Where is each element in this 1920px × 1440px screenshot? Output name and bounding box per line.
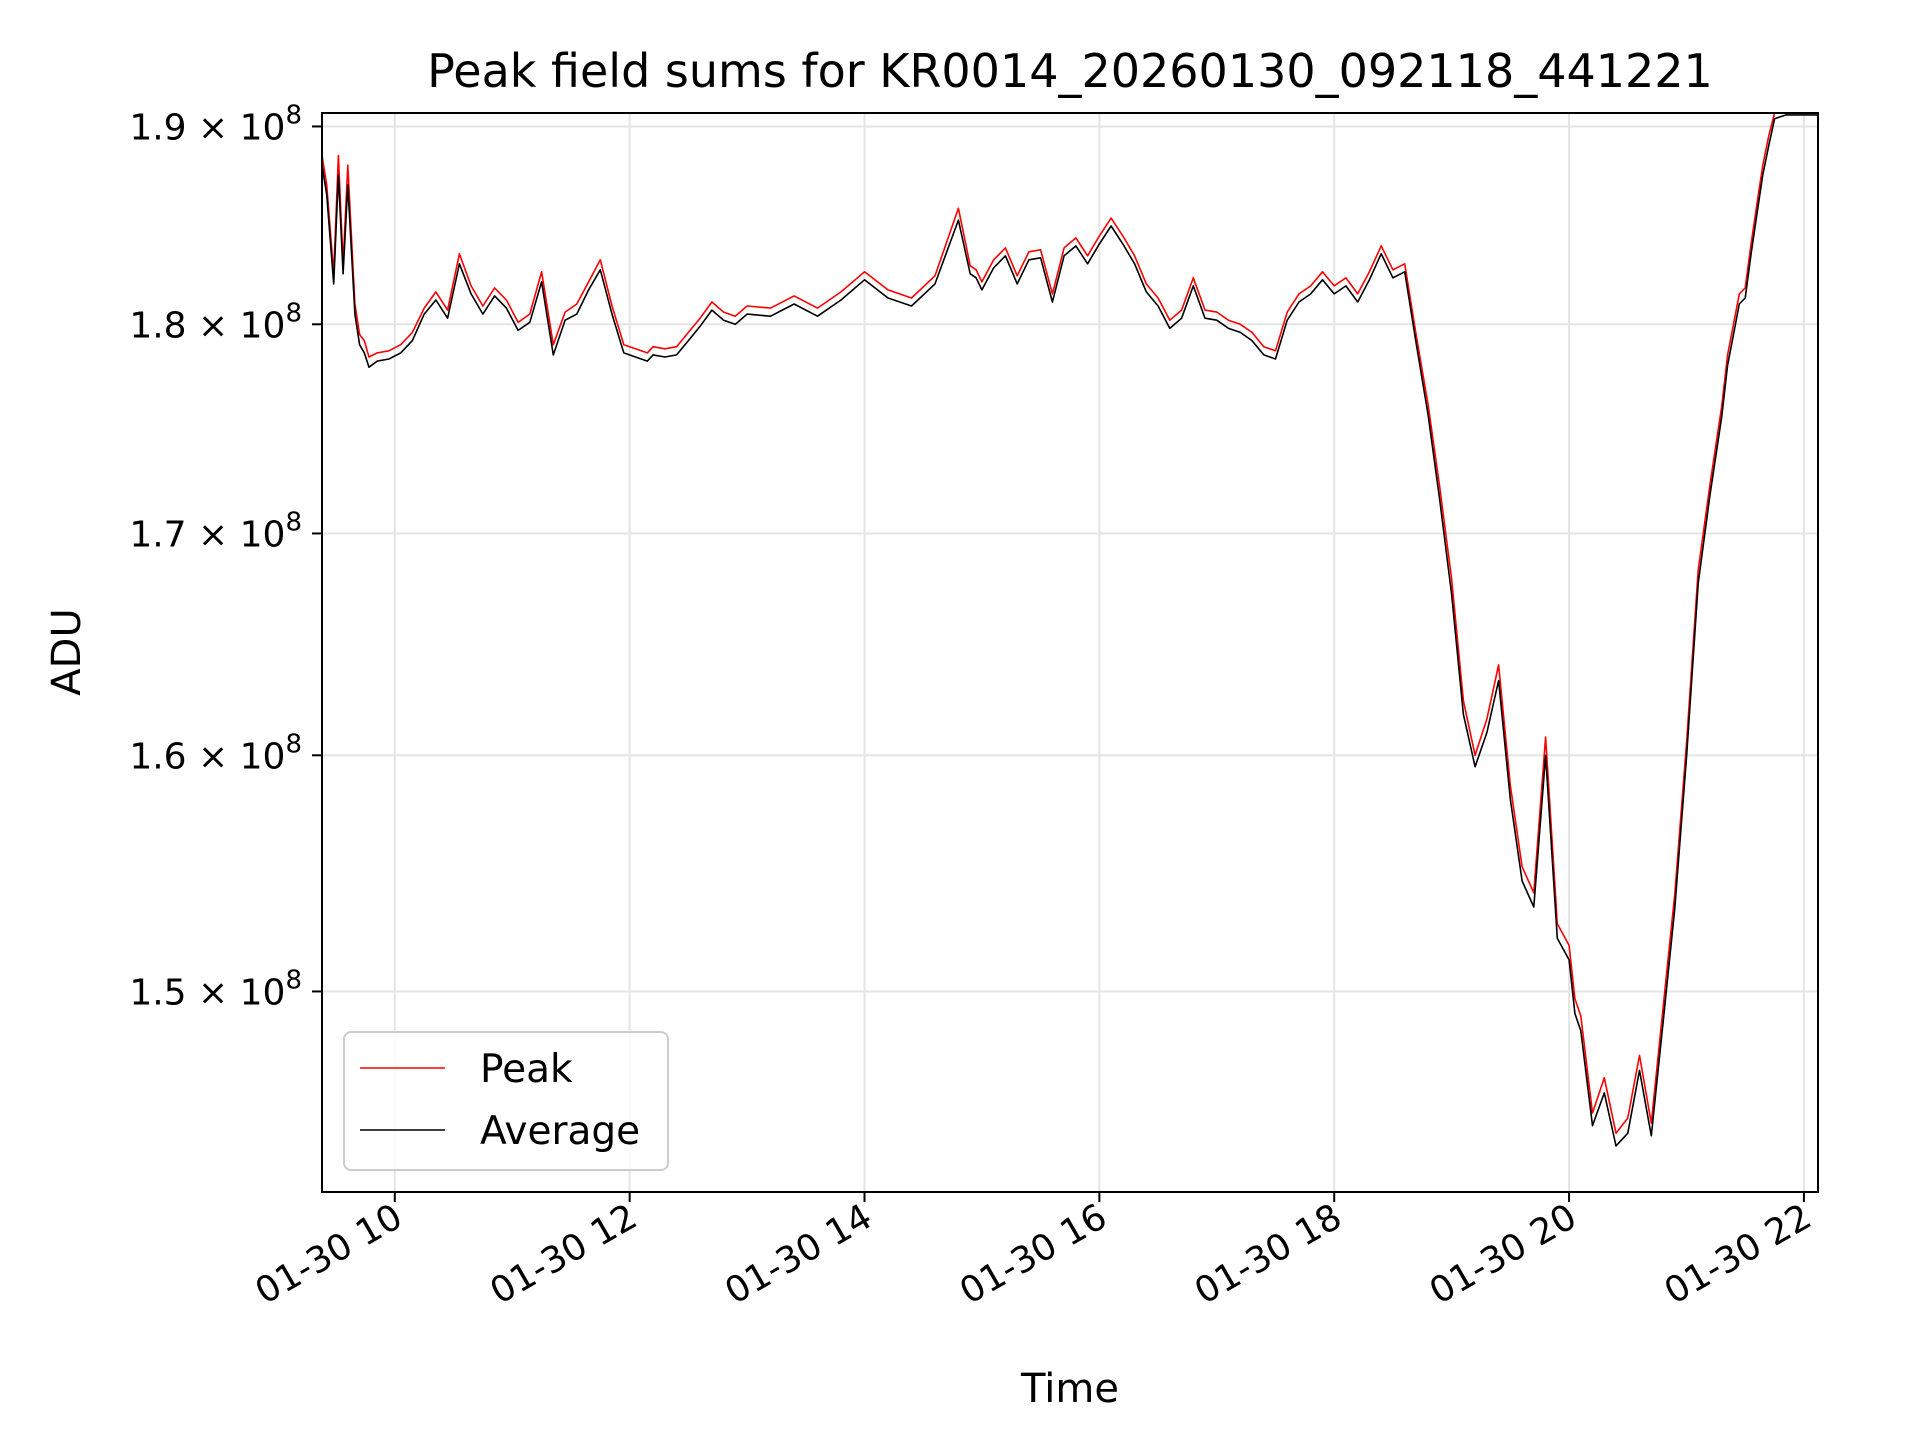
series-average-line bbox=[321, 114, 1818, 1147]
y-axis-label: ADU bbox=[44, 608, 90, 695]
legend-box bbox=[343, 1031, 669, 1171]
plot-background bbox=[322, 113, 1818, 1192]
legend: Peak Average bbox=[343, 1031, 669, 1171]
series-peak-line bbox=[321, 112, 1818, 1134]
y-axis: 1.5 × 108 1.6 × 108 1.7 × 108 1.8 × 108 1.9 … bbox=[129, 100, 322, 1013]
y-tick-label: 1.9 × 108 bbox=[129, 100, 302, 148]
plot-frame bbox=[321, 112, 1819, 1193]
legend-label-peak: Peak bbox=[480, 1047, 573, 1092]
y-tick-label: 1.5 × 108 bbox=[129, 965, 302, 1013]
series-line-peak bbox=[321, 112, 1818, 1134]
series-line-average bbox=[321, 114, 1818, 1147]
legend-label-average: Average bbox=[480, 1109, 640, 1154]
y-tick-label: 1.8 × 108 bbox=[129, 298, 302, 346]
y-tick-label: 1.6 × 108 bbox=[129, 729, 302, 777]
plot-area bbox=[321, 112, 1819, 1193]
chart-title: Peak field sums for KR0014_20260130_0921… bbox=[427, 44, 1713, 98]
grid-lines bbox=[322, 113, 1818, 1192]
y-tick-label: 1.7 × 108 bbox=[129, 507, 302, 555]
x-axis-label: Time bbox=[1020, 1366, 1119, 1412]
